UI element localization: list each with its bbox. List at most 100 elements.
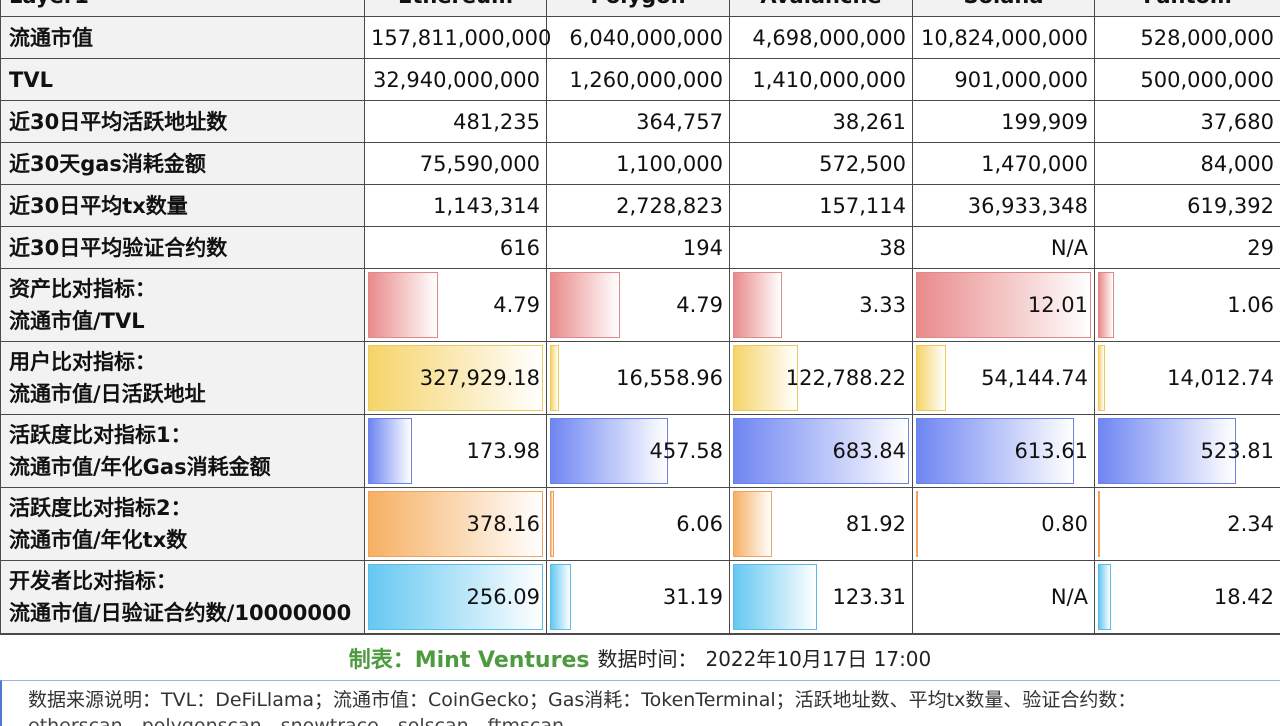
ratio-value: 327,929.18 (419, 366, 540, 390)
data-bar (1098, 491, 1101, 557)
ratio-row: 资产比对指标： 流通市值/TVL 4.79 4.79 3.33 12.01 1.06 (0, 268, 1280, 342)
table-body: 流通市值 157,811,000,000 6,040,000,000 4,698,00… (0, 16, 1280, 634)
data-bar (1098, 418, 1236, 484)
cell-fantom: 500,000,000 (1094, 58, 1280, 101)
data-bar (916, 345, 946, 411)
cell-solana: 1,470,000 (912, 142, 1095, 185)
ratio-cell-ethereum: 4.79 (364, 268, 547, 342)
cell-polygon: 2,728,823 (546, 184, 730, 227)
cell-solana: 199,909 (912, 100, 1095, 143)
ratio-cell-solana: 54,144.74 (912, 341, 1095, 415)
ratio-cell-fantom: 523.81 (1094, 414, 1280, 488)
ratio-cell-ethereum: 327,929.18 (364, 341, 547, 415)
ratio-value: 4.79 (676, 293, 723, 317)
ratio-row-label: 开发者比对指标： 流通市值/日验证合约数/10000000 (0, 560, 365, 634)
data-bar (368, 418, 412, 484)
cell-polygon: 194 (546, 226, 730, 269)
data-bar (550, 491, 554, 557)
data-bar (550, 564, 572, 630)
cell-polygon: 6,040,000,000 (546, 16, 730, 59)
ratio-cell-avalanche: 123.31 (729, 560, 913, 634)
ratio-value: 81.92 (845, 512, 906, 536)
cell-avalanche: 1,410,000,000 (729, 58, 913, 101)
ratio-value: 457.58 (649, 439, 723, 463)
cell-fantom: 528,000,000 (1094, 16, 1280, 59)
ratio-cell-polygon: 16,558.96 (546, 341, 730, 415)
ratio-label-title: 资产比对指标： (9, 277, 156, 301)
cell-polygon: 1,100,000 (546, 142, 730, 185)
cell-avalanche: 572,500 (729, 142, 913, 185)
ratio-cell-solana: N/A (912, 560, 1095, 634)
ratio-cell-solana: 12.01 (912, 268, 1095, 342)
ratio-cell-avalanche: 683.84 (729, 414, 913, 488)
credit-time-label: 数据时间： (597, 647, 698, 671)
ratio-cell-polygon: 457.58 (546, 414, 730, 488)
ratio-value: 14,012.74 (1167, 366, 1274, 390)
header-layer1: Layer1 (0, 0, 365, 17)
ratio-row: 活跃度比对指标2： 流通市值/年化tx数 378.16 6.06 81.92 0.80 2.… (0, 487, 1280, 561)
ratio-value: 123.31 (832, 585, 906, 609)
cell-solana: N/A (912, 226, 1095, 269)
ratio-cell-ethereum: 173.98 (364, 414, 547, 488)
row-label: 近30日平均验证合约数 (0, 226, 365, 269)
header-avalanche: Avalanche (729, 0, 913, 17)
data-bar (733, 345, 799, 411)
data-bar (550, 418, 668, 484)
data-bar (550, 272, 621, 338)
ratio-value: 16,558.96 (616, 366, 723, 390)
cell-fantom: 37,680 (1094, 100, 1280, 143)
ratio-value: 173.98 (466, 439, 540, 463)
ratio-value: 1.06 (1227, 293, 1274, 317)
ratio-row-label: 用户比对指标： 流通市值/日活跃地址 (0, 341, 365, 415)
data-bar (916, 418, 1074, 484)
ratio-row: 用户比对指标： 流通市值/日活跃地址 327,929.18 16,558.96 122,… (0, 341, 1280, 415)
ratio-row: 开发者比对指标： 流通市值/日验证合约数/10000000 256.09 31.19 1… (0, 560, 1280, 634)
ratio-cell-fantom: 18.42 (1094, 560, 1280, 634)
row-label: 近30天gas消耗金额 (0, 142, 365, 185)
ratio-label-title: 用户比对指标： (9, 350, 156, 374)
header-polygon: Polygon (546, 0, 730, 17)
ratio-cell-ethereum: 256.09 (364, 560, 547, 634)
data-bar (733, 564, 818, 630)
cell-ethereum: 481,235 (364, 100, 547, 143)
cell-polygon: 1,260,000,000 (546, 58, 730, 101)
ratio-value: 3.33 (859, 293, 906, 317)
cell-ethereum: 157,811,000,000 (364, 16, 551, 59)
source-line-2: etherscan、polygonscan、snowtrace、solscan、… (28, 715, 564, 726)
ratio-row-label: 资产比对指标： 流通市值/TVL (0, 268, 365, 342)
ratio-cell-polygon: 31.19 (546, 560, 730, 634)
data-bar (368, 491, 543, 557)
ratio-value: 2.34 (1227, 512, 1274, 536)
layer1-comparison-table: Layer1 Ethereum Polygon Avalanche Solana… (0, 0, 1280, 634)
data-bar (1098, 272, 1115, 338)
ratio-value: 122,788.22 (785, 366, 906, 390)
credit-maker: 制表：Mint Ventures (348, 647, 590, 673)
ratio-label-formula: 流通市值/TVL (9, 309, 145, 333)
data-bar (733, 272, 783, 338)
ratio-value: 523.81 (1200, 439, 1274, 463)
ratio-label-formula: 流通市值/日验证合约数/10000000 (9, 601, 352, 625)
ratio-label-title: 活跃度比对指标1： (9, 423, 192, 447)
table-row: 近30日平均tx数量 1,143,314 2,728,823 157,114 36,93… (0, 184, 1280, 227)
source-line-1: 数据来源说明：TVL：DeFiLlama；流通市值：CoinGecko；Gas消… (28, 689, 1137, 711)
data-bar (916, 272, 1091, 338)
ratio-cell-polygon: 4.79 (546, 268, 730, 342)
ratio-value: 18.42 (1213, 585, 1274, 609)
ratio-label-title: 开发者比对指标： (9, 569, 177, 593)
ratio-row-label: 活跃度比对指标2： 流通市值/年化tx数 (0, 487, 365, 561)
table-header-row: Layer1 Ethereum Polygon Avalanche Solana… (0, 0, 1280, 17)
cell-avalanche: 157,114 (729, 184, 913, 227)
ratio-row-label: 活跃度比对指标1： 流通市值/年化Gas消耗金额 (0, 414, 365, 488)
header-solana: Solana (912, 0, 1095, 17)
table-row: 流通市值 157,811,000,000 6,040,000,000 4,698,00… (0, 16, 1280, 59)
table-row: 近30日平均验证合约数 616 194 38 N/A 29 (0, 226, 1280, 269)
ratio-value: 6.06 (676, 512, 723, 536)
row-label: TVL (0, 58, 365, 101)
cell-fantom: 84,000 (1094, 142, 1280, 185)
header-ethereum: Ethereum (364, 0, 547, 17)
row-label: 近30日平均tx数量 (0, 184, 365, 227)
ratio-label-formula: 流通市值/年化Gas消耗金额 (9, 455, 271, 479)
ratio-cell-polygon: 6.06 (546, 487, 730, 561)
cell-fantom: 29 (1094, 226, 1280, 269)
table-row: 近30天gas消耗金额 75,590,000 1,100,000 572,500 1,4… (0, 142, 1280, 185)
